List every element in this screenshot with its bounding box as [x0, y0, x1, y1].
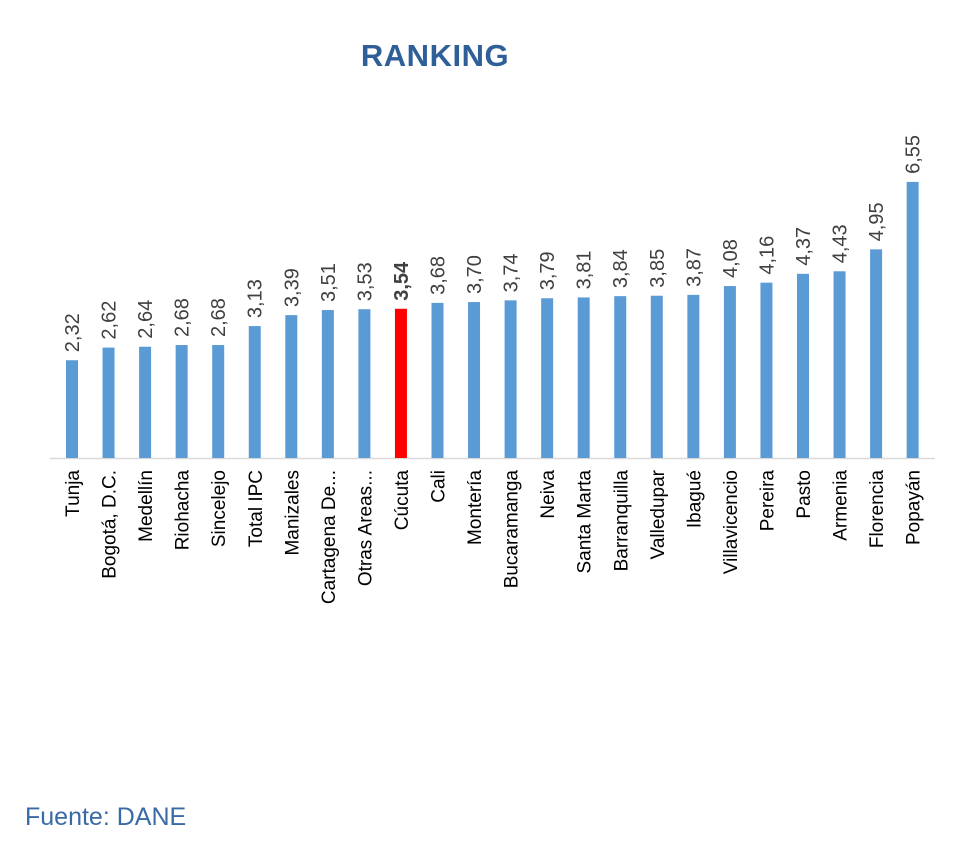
- bar: [212, 345, 225, 458]
- x-tick-label: Pasto: [794, 470, 815, 519]
- x-tick-label: Tunja: [63, 470, 84, 517]
- x-tick-label: Barranquilla: [611, 470, 632, 572]
- bar: [723, 286, 736, 458]
- data-label: 3,68: [428, 256, 450, 295]
- source-note: Fuente: DANE: [25, 803, 187, 831]
- data-label: 2,64: [135, 300, 157, 339]
- x-tick-label: Santa Marta: [575, 470, 596, 574]
- data-label: 3,54: [391, 261, 413, 301]
- data-label: 3,70: [464, 255, 486, 294]
- x-tick-label: Ibagué: [684, 470, 705, 528]
- bar: [358, 309, 371, 458]
- x-tick-label: Montería: [465, 470, 486, 545]
- data-label: 3,53: [354, 262, 376, 301]
- bar: [248, 326, 261, 458]
- x-tick-label: Florencia: [867, 470, 888, 549]
- data-label: 2,68: [172, 298, 194, 337]
- data-label: 3,87: [683, 248, 705, 287]
- bar: [687, 294, 700, 458]
- bar-highlighted: [394, 308, 407, 458]
- data-label: 3,13: [245, 279, 267, 318]
- data-label: 2,68: [208, 298, 230, 337]
- x-tick-label: Armenia: [831, 470, 852, 541]
- bar: [797, 273, 809, 458]
- bar: [870, 249, 883, 458]
- x-tick-label: Popayán: [904, 470, 925, 545]
- x-tick-label: Neiva: [538, 470, 559, 519]
- bar: [650, 295, 663, 458]
- data-label: 6,55: [903, 135, 925, 174]
- x-tick-label: Cúcuta: [392, 470, 413, 531]
- x-tick-label: Villavicencio: [721, 470, 742, 574]
- chart-title: RANKING: [360, 38, 510, 73]
- x-tick-label: Riohacha: [173, 470, 194, 551]
- data-label: 4,16: [756, 236, 778, 275]
- bar: [431, 302, 444, 458]
- bar: [321, 310, 334, 458]
- bar: [614, 296, 627, 458]
- x-tick-label: Sincelejo: [209, 470, 230, 547]
- bar: [760, 282, 773, 458]
- x-tick-label: Bucaramanga: [502, 470, 523, 589]
- data-label: 2,32: [62, 313, 84, 352]
- bar: [833, 271, 846, 458]
- x-tick-label: Pereira: [757, 470, 778, 532]
- data-label: 4,08: [720, 239, 742, 278]
- data-label: 2,62: [99, 301, 121, 340]
- data-label: 3,79: [537, 251, 559, 290]
- data-label: 4,43: [830, 224, 852, 263]
- x-tick-label: Otras Areas...: [355, 470, 376, 586]
- data-label: 3,39: [281, 268, 303, 307]
- bar: [504, 300, 517, 458]
- bar: [139, 346, 152, 458]
- data-label: 3,84: [610, 249, 632, 288]
- data-label: 3,74: [501, 253, 523, 292]
- x-tick-label: Bogotá, D.C.: [100, 470, 121, 579]
- x-tick-label: Cartagena De...: [319, 470, 340, 604]
- x-tick-label: Total IPC: [246, 470, 267, 547]
- bar: [66, 360, 78, 458]
- bar: [541, 298, 554, 458]
- bar: [577, 297, 590, 458]
- x-tick-label: Medellín: [136, 470, 157, 542]
- bar: [906, 181, 919, 459]
- bar: [175, 345, 188, 458]
- bar: [468, 302, 481, 458]
- x-tick-label: Manizales: [282, 470, 303, 556]
- data-label: 4,95: [866, 202, 888, 241]
- data-label: 3,85: [647, 249, 669, 288]
- x-tick-label: Cali: [429, 470, 450, 503]
- bar: [102, 347, 115, 458]
- data-label: 4,37: [793, 227, 815, 266]
- data-label: 3,51: [318, 263, 340, 302]
- x-tick-label: Valledupar: [648, 469, 669, 559]
- data-label: 3,81: [574, 250, 596, 289]
- bar: [285, 315, 298, 458]
